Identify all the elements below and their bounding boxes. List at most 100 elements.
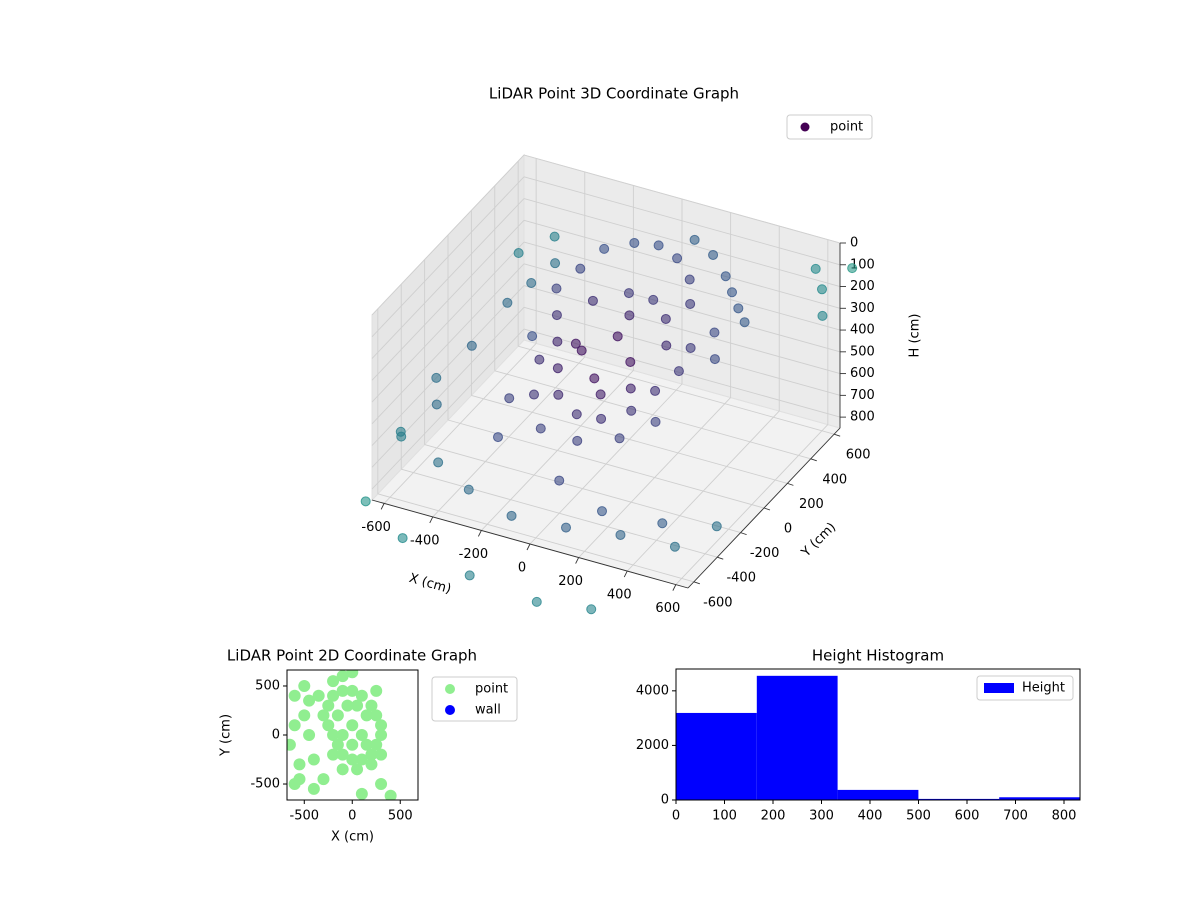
y-tick-label: 400 <box>822 472 847 487</box>
point <box>615 529 626 540</box>
legend-label: point <box>830 120 863 135</box>
point <box>669 541 680 552</box>
grid-line <box>371 263 525 425</box>
legend-marker <box>800 122 810 132</box>
grid-line <box>523 306 841 396</box>
point <box>587 295 598 306</box>
point <box>572 435 583 446</box>
point <box>650 385 661 396</box>
grid-line <box>523 198 841 287</box>
point <box>526 277 537 288</box>
point <box>327 729 340 741</box>
point <box>733 303 744 314</box>
point <box>395 426 406 437</box>
x-tick-label: 400 <box>858 809 883 824</box>
y-axis-label: Y (cm) <box>219 714 234 757</box>
point <box>360 738 373 751</box>
point <box>596 413 607 424</box>
bar <box>999 797 1080 800</box>
point <box>464 570 475 581</box>
tick-mark <box>740 532 747 536</box>
bar <box>676 712 757 800</box>
point <box>553 389 564 400</box>
point <box>351 763 364 776</box>
legend-box <box>786 114 873 140</box>
grid-line <box>371 328 525 490</box>
tick-mark <box>717 556 724 560</box>
point <box>288 689 301 702</box>
point <box>431 372 442 383</box>
legend-marker <box>445 684 455 694</box>
tick-mark <box>575 557 580 564</box>
point <box>287 738 296 751</box>
point <box>431 399 442 410</box>
point <box>360 496 371 507</box>
point <box>336 684 349 697</box>
grid-line <box>518 345 835 435</box>
point <box>317 709 330 722</box>
x-tick-label: -500 <box>290 809 320 824</box>
point <box>552 363 563 374</box>
point <box>551 310 562 321</box>
x-axis-line <box>371 499 689 589</box>
x-tick-label: 500 <box>388 809 413 824</box>
legend-label: Height <box>1022 681 1065 696</box>
grid-line <box>371 285 525 446</box>
point <box>463 484 474 495</box>
point <box>433 457 444 468</box>
z-tick-label: 400 <box>850 323 875 338</box>
y-tick-label: 0 <box>661 793 669 808</box>
point <box>384 789 397 800</box>
y-tick-label: 4000 <box>636 683 669 698</box>
point <box>552 336 563 347</box>
point <box>370 738 383 751</box>
point <box>322 719 335 732</box>
point <box>336 729 349 741</box>
bar <box>837 789 919 800</box>
point <box>346 684 359 697</box>
point <box>685 298 696 309</box>
point <box>535 423 546 434</box>
y-tick-label: 0 <box>784 522 792 537</box>
grid-line <box>371 241 525 403</box>
legend-label: point <box>475 682 508 697</box>
point <box>614 433 625 444</box>
y-tick-label: 0 <box>272 728 280 743</box>
point <box>293 758 306 771</box>
point <box>660 313 671 324</box>
x-tick-label: 500 <box>906 809 931 824</box>
grid-line <box>523 285 841 375</box>
bar <box>918 798 1000 800</box>
grid-line <box>371 198 525 359</box>
point <box>365 748 378 761</box>
z-tick-label: 600 <box>850 366 875 381</box>
point <box>355 787 368 800</box>
point <box>531 596 542 607</box>
point <box>351 699 364 712</box>
x-tick-label: 200 <box>558 574 583 589</box>
grid-line <box>523 176 841 266</box>
y-tick-label: -400 <box>726 571 756 586</box>
plot-area <box>287 670 397 800</box>
point <box>529 389 539 400</box>
point <box>370 709 383 722</box>
z-tick-label: 700 <box>850 388 875 403</box>
grid-line <box>523 219 841 309</box>
x-tick-label: -400 <box>410 533 440 548</box>
point <box>346 753 359 766</box>
plot-area <box>676 675 1080 800</box>
grid-line <box>401 468 718 558</box>
x-tick-label: 0 <box>672 809 680 824</box>
point <box>327 689 340 702</box>
y-axis-label: Y (cm) <box>798 520 839 561</box>
point <box>327 675 340 688</box>
z-tick-label: 300 <box>850 301 875 316</box>
x-tick-label: -200 <box>459 547 489 562</box>
y-tick-label: 200 <box>799 497 824 512</box>
point <box>817 284 827 295</box>
point <box>346 670 359 679</box>
point <box>595 389 606 400</box>
grid-line <box>523 241 841 331</box>
legend-marker <box>445 705 455 715</box>
point <box>673 366 684 377</box>
